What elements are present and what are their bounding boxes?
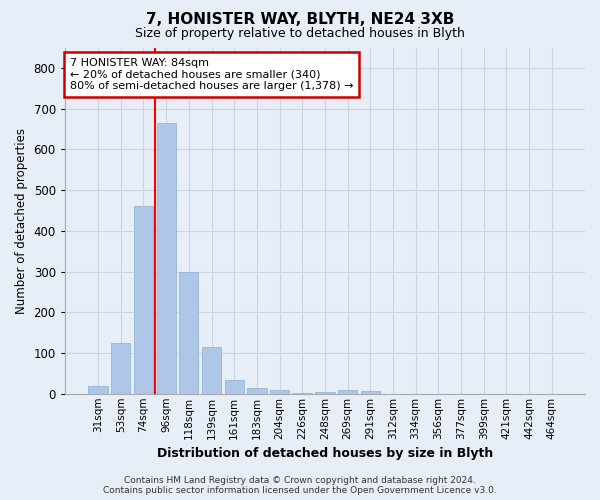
- Bar: [270, 390, 289, 394]
- Bar: [157, 123, 176, 394]
- Text: Contains HM Land Registry data © Crown copyright and database right 2024.
Contai: Contains HM Land Registry data © Crown c…: [103, 476, 497, 495]
- Bar: [247, 388, 266, 394]
- X-axis label: Distribution of detached houses by size in Blyth: Distribution of detached houses by size …: [157, 447, 493, 460]
- Bar: [202, 347, 221, 394]
- Bar: [179, 272, 199, 394]
- Bar: [315, 392, 335, 394]
- Text: 7, HONISTER WAY, BLYTH, NE24 3XB: 7, HONISTER WAY, BLYTH, NE24 3XB: [146, 12, 454, 28]
- Text: 7 HONISTER WAY: 84sqm
← 20% of detached houses are smaller (340)
80% of semi-det: 7 HONISTER WAY: 84sqm ← 20% of detached …: [70, 58, 353, 91]
- Bar: [134, 206, 153, 394]
- Text: Size of property relative to detached houses in Blyth: Size of property relative to detached ho…: [135, 28, 465, 40]
- Bar: [361, 390, 380, 394]
- Y-axis label: Number of detached properties: Number of detached properties: [15, 128, 28, 314]
- Bar: [111, 343, 130, 394]
- Bar: [88, 386, 108, 394]
- Bar: [293, 392, 312, 394]
- Bar: [224, 380, 244, 394]
- Bar: [338, 390, 357, 394]
